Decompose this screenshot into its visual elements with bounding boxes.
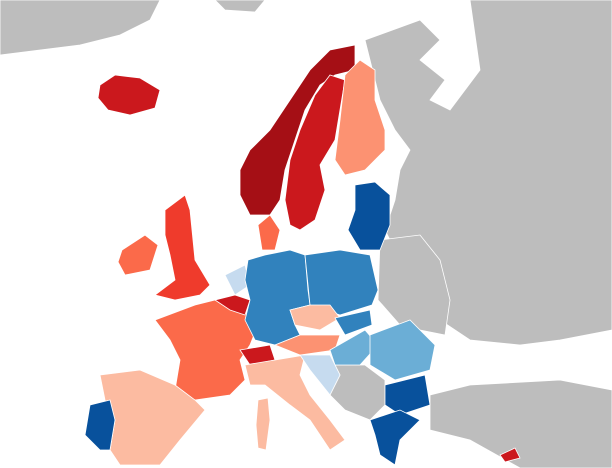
country: [384, 374, 431, 416]
country: [84, 399, 116, 451]
country: [284, 74, 346, 231]
countries: [84, 44, 521, 466]
country: [117, 234, 159, 276]
country: [369, 319, 436, 381]
country: [334, 309, 373, 336]
country: [273, 334, 341, 356]
land: [0, 0, 161, 56]
country: [97, 74, 161, 116]
land: [377, 234, 451, 336]
country: [499, 447, 521, 463]
country: [334, 59, 386, 176]
country: [347, 181, 391, 251]
country: [304, 249, 379, 316]
country: [255, 397, 271, 451]
land: [214, 0, 266, 13]
country: [257, 214, 281, 251]
country: [299, 354, 341, 396]
country: [369, 409, 421, 466]
country: [214, 294, 251, 316]
land: [429, 379, 612, 468]
country: [154, 194, 211, 301]
